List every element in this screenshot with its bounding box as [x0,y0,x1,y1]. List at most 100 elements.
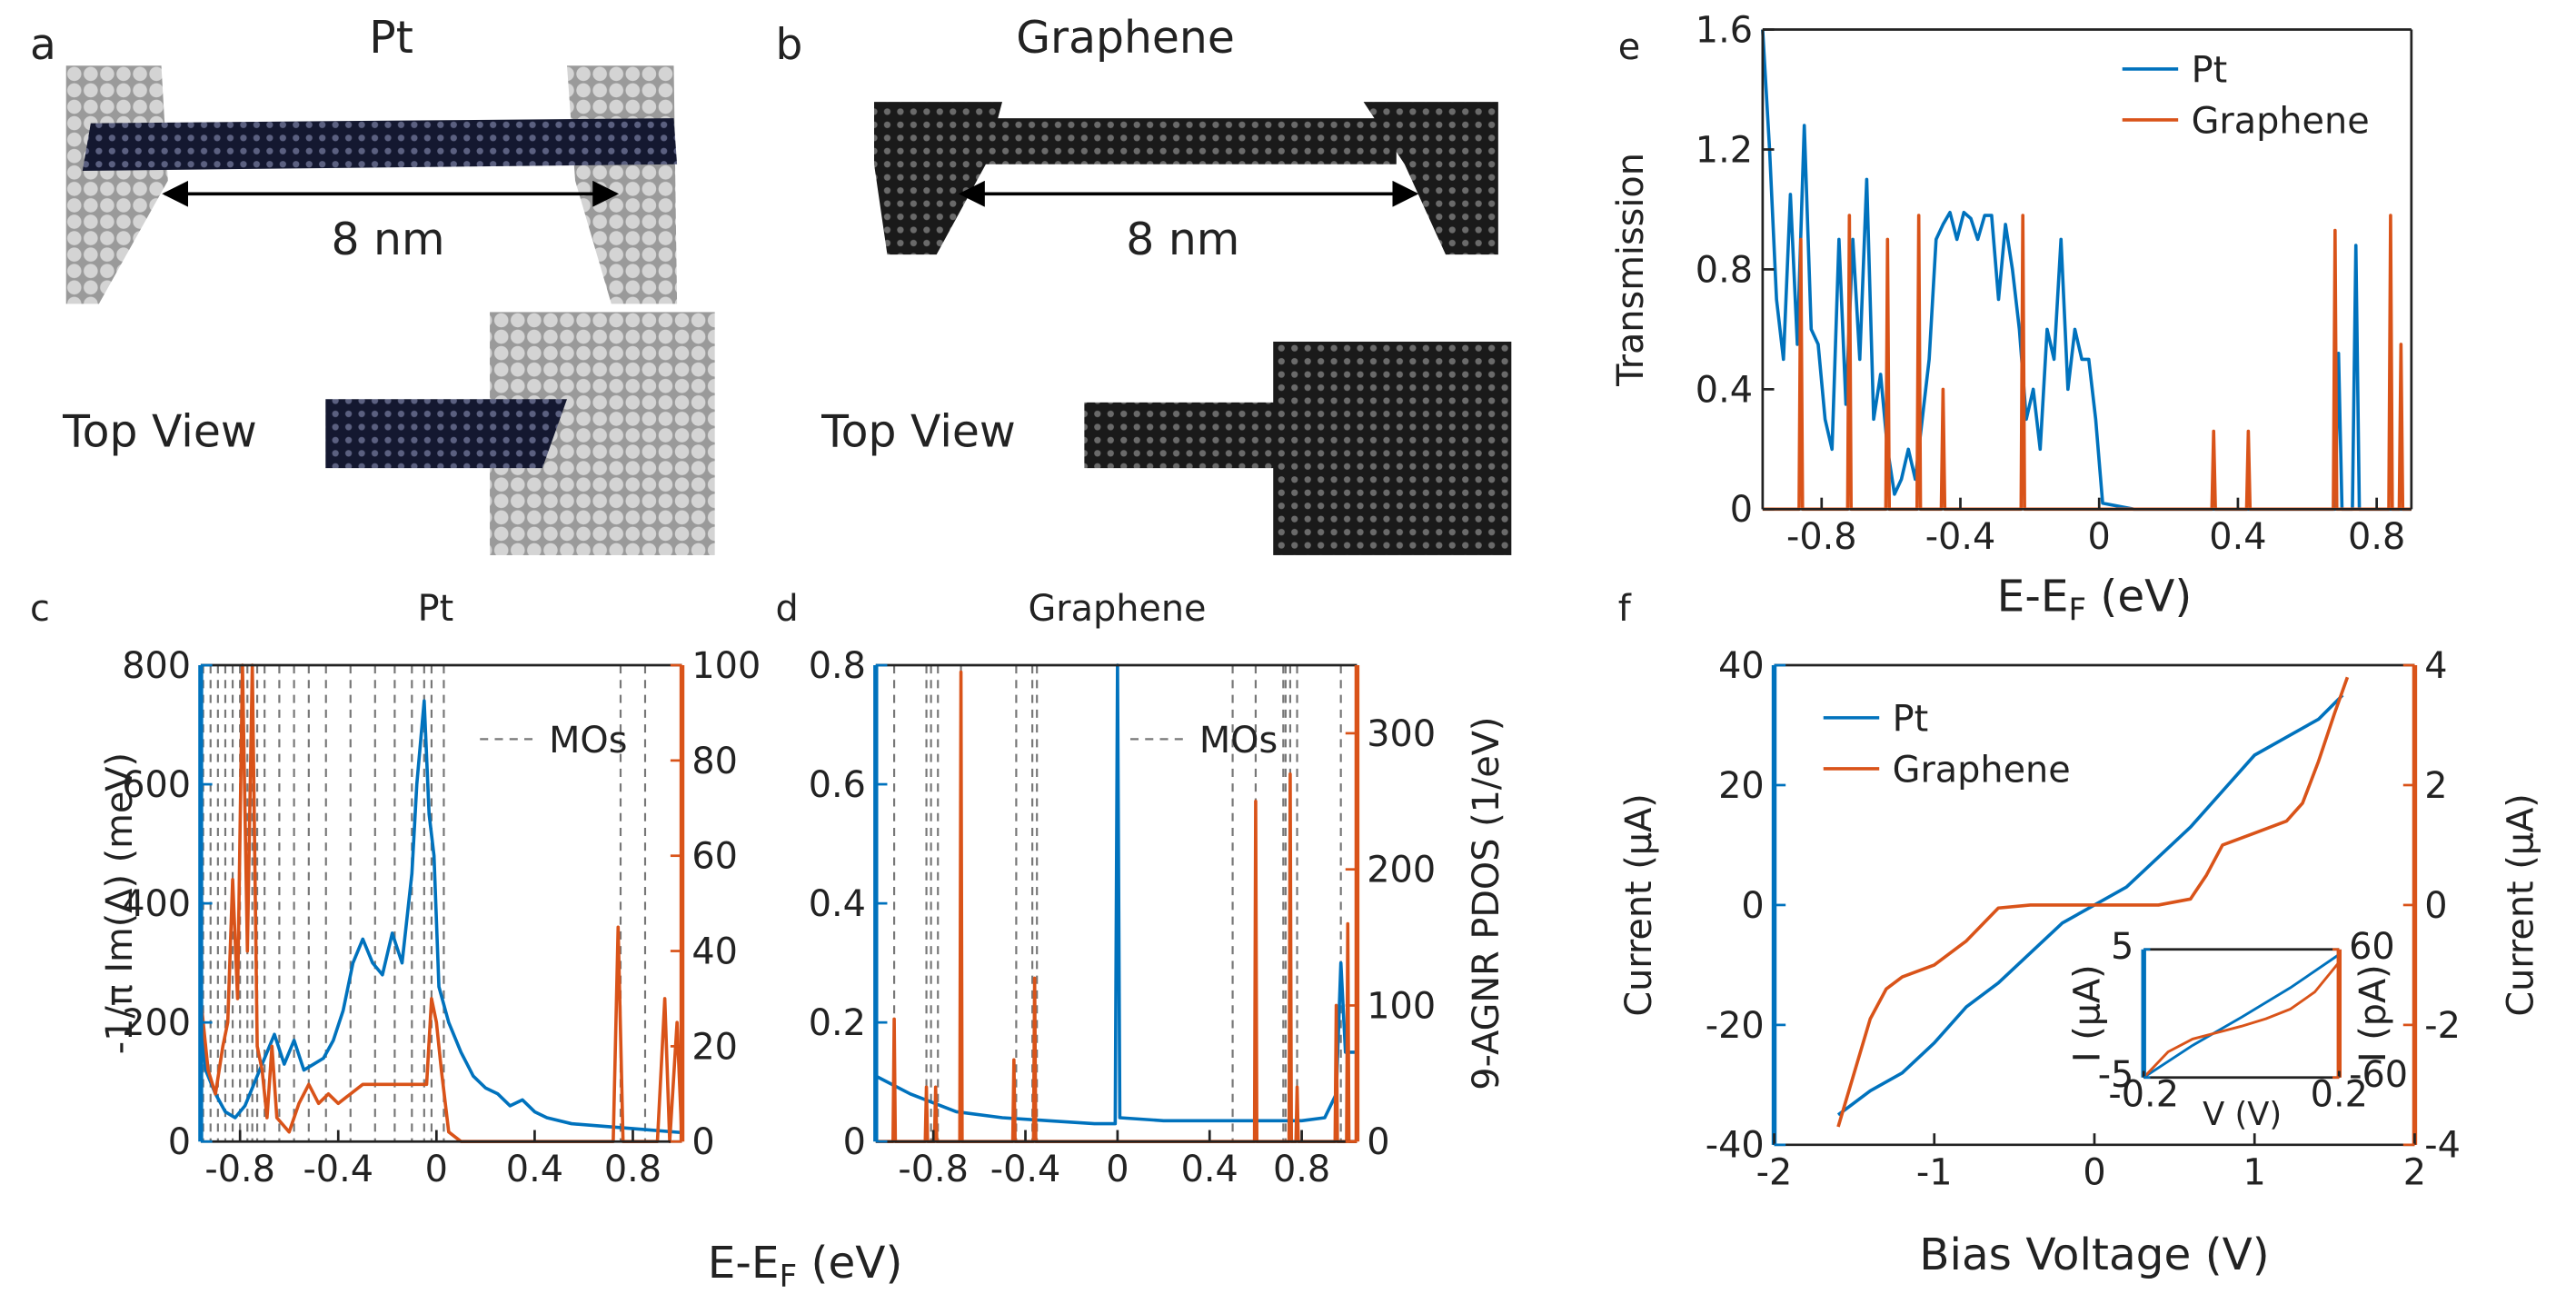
y-tick-label: 5 [2111,926,2133,968]
x-tick-label: -0.4 [303,1149,373,1190]
y-tick-label: 0.8 [809,645,866,687]
x-tick-label: 0.2 [2311,1074,2368,1116]
x-axis-label-part: E-E [708,1238,780,1289]
inset: -0.2 0.2 -5 5 -60 60 I (μA) I (pA) V (V) [2066,926,2408,1133]
x-tick-label: -0.8 [898,1149,969,1190]
x-tick-label: 0.8 [1273,1149,1330,1190]
electrode [65,65,168,304]
series-line [2143,953,2341,1079]
y2-tick-label: -60 [2349,1054,2408,1096]
x-axis-label: Bias Voltage (V) [1919,1229,2270,1280]
chart-panel: d Graphene -0.8 -0.4 0 0.4 0.8 0 0.2 0.4 0.6 0.8 0 10… [776,588,1507,1190]
illustration-title: Pt [369,12,413,64]
x-tick-label: 0.8 [604,1149,661,1190]
x-tick-label: 1 [2243,1152,2266,1194]
series-line [2143,961,2341,1079]
x-tick-label: 0 [2088,516,2111,558]
y-tick-label: 0.6 [809,764,866,806]
y2-tick-label: 0 [1367,1121,1389,1163]
y-tick-label: 0.4 [809,883,866,925]
y-tick-label: -20 [1706,1005,1765,1047]
y-tick-label: 0.2 [809,1002,866,1044]
y2-tick-label: 80 [691,741,738,782]
y2-tick-label: 0 [2424,885,2447,927]
x-axis-label: V (V) [2203,1096,2282,1133]
x-tick-label: -0.4 [1925,516,1996,558]
x-tick-label: 0 [1106,1149,1129,1190]
y-tick-label: 0.8 [1696,249,1753,291]
ribbon-top [1084,402,1348,469]
x-tick-label: -0.2 [2108,1074,2179,1116]
chart-title: Pt [418,588,454,630]
y2-tick-label: 60 [2349,926,2395,968]
y2-tick-label: 60 [691,836,738,878]
series-line [875,670,1358,1144]
x-tick-label: 0 [425,1149,448,1190]
y2-tick-label: 20 [691,1026,738,1068]
y2-tick-label: 4 [2424,645,2447,687]
x-axis-label-part: (eV) [797,1238,902,1289]
y-tick-label: 0.4 [1696,369,1753,411]
legend-label: Graphene [2192,100,2370,142]
x-axis-label: E-EF (eV) [708,1238,903,1295]
x-tick-label: 0 [2083,1152,2105,1194]
y2-tick-label: 100 [691,645,761,687]
x-tick-label: -2 [1756,1152,1793,1194]
series-line [199,663,684,1144]
length-label: 8 nm [331,214,444,265]
x-tick-label: 0.4 [506,1149,563,1190]
x-tick-label: 0.8 [2348,516,2405,558]
legend-label: Graphene [1893,749,2071,791]
x-axis-label-part: Bias Voltage (V) [1919,1229,2270,1280]
x-tick-label: -0.4 [990,1149,1061,1190]
ribbon [985,118,1397,164]
electrode [1363,102,1498,255]
y-tick-label: -5 [2098,1054,2134,1096]
y-tick-label: 0 [843,1121,866,1163]
y-axis-label: Transmission [1610,153,1652,387]
illustration-b: b Graphene 8 nm Top View [776,12,1512,555]
x-axis-label-part: F [780,1259,798,1295]
y-axis-label: Current (μA) [1618,793,1660,1016]
x-axis-label-part: F [2068,592,2086,629]
y-tick-label: 1.2 [1696,129,1753,171]
series-line [1836,676,2350,1128]
x-tick-label: 0.4 [1181,1149,1238,1190]
x-tick-label: -0.8 [204,1149,275,1190]
y2-tick-label: 300 [1367,713,1436,755]
x-tick-label: 2 [2403,1152,2426,1194]
y2-tick-label: 100 [1367,985,1436,1027]
y2-axis-label: Current (μA) [2501,793,2542,1016]
legend-label: Pt [1893,698,1929,740]
panel-label: c [30,588,50,630]
y-tick-label: 40 [1718,645,1765,687]
y2-tick-label: 200 [1367,850,1436,891]
panel-label: f [1618,588,1632,630]
x-axis-label-part: (eV) [2086,571,2192,622]
y2-tick-label: 40 [691,931,738,972]
panel-label: b [776,20,803,70]
legend-label: Pt [2192,49,2228,91]
x-axis-label-part: (V) [2224,1096,2282,1133]
electrode [567,65,678,304]
panel-label: d [776,588,799,630]
x-tick-label: -1 [1916,1152,1953,1194]
chart-panel: e -0.8 -0.4 0 0.4 0.8 0 0.4 0.8 1.2 1.6 Transmissio… [1610,9,2413,629]
y-tick-label: -40 [1706,1125,1765,1167]
y2-axis-label: 9-AGNR PDOS (1/eV) [1466,717,1507,1090]
x-axis-label: E-EF (eV) [1997,571,2193,628]
illustration-a: a Pt 8 nm Top View [30,12,715,555]
legend-label: MOs [549,720,627,762]
panel-label: e [1618,26,1640,68]
x-tick-label: -0.8 [1786,516,1857,558]
y-tick-label: 20 [1718,765,1765,807]
y2-tick-label: 2 [2424,765,2447,807]
x-tick-label: 0.4 [2209,516,2266,558]
panel-label: a [30,20,56,70]
y2-tick-label: 0 [691,1121,714,1163]
y-tick-label: 400 [122,883,191,925]
illustration-title: Graphene [1016,12,1235,64]
